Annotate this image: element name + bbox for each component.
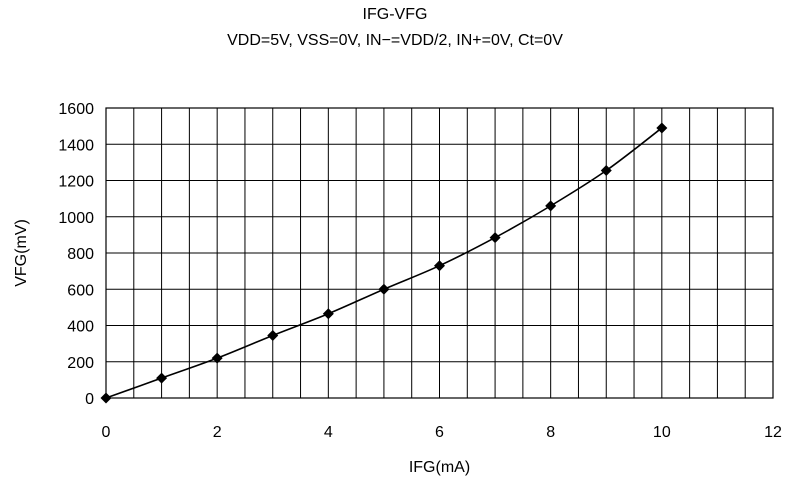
data-point-marker xyxy=(434,260,445,272)
data-point-marker xyxy=(100,392,112,404)
x-tick-label: 2 xyxy=(213,424,222,441)
data-point-marker xyxy=(322,308,334,320)
y-tick-label: 0 xyxy=(85,391,94,408)
x-tick-label: 4 xyxy=(324,424,333,441)
x-axis-tick-labels: 0 2 4 6 8 10 12 xyxy=(102,424,782,441)
y-tick-label: 400 xyxy=(67,319,94,336)
data-point-marker xyxy=(156,372,168,384)
x-tick-label: 8 xyxy=(546,424,555,441)
data-point-marker xyxy=(600,165,612,177)
plot-frame xyxy=(105,107,774,399)
y-tick-label: 1600 xyxy=(58,101,94,118)
y-tick-label: 1400 xyxy=(58,137,94,154)
data-point-marker xyxy=(489,232,501,244)
y-axis-label: VFG(mV) xyxy=(13,219,30,287)
chart-title: IFG-VFG xyxy=(362,6,428,23)
series-markers xyxy=(100,122,668,404)
x-tick-label: 6 xyxy=(435,424,444,441)
data-point-marker xyxy=(211,352,223,364)
y-tick-label: 1000 xyxy=(58,210,94,227)
y-axis-tick-labels: 0 200 400 600 800 1000 1200 1400 1600 xyxy=(58,101,94,408)
x-tick-label: 12 xyxy=(764,424,782,441)
y-tick-label: 800 xyxy=(67,246,94,263)
grid-lines xyxy=(106,108,773,398)
chart-subtitle: VDD=5V, VSS=0V, IN−=VDD/2, IN+=0V, Ct=0V xyxy=(227,32,563,49)
data-point-marker xyxy=(378,283,390,295)
x-tick-label: 10 xyxy=(653,424,671,441)
y-tick-label: 600 xyxy=(67,282,94,299)
y-tick-label: 200 xyxy=(67,355,94,372)
data-point-marker xyxy=(656,122,668,134)
y-tick-label: 1200 xyxy=(58,174,94,191)
x-tick-label: 0 xyxy=(102,424,111,441)
x-axis-label: IFG(mA) xyxy=(409,459,470,476)
data-point-marker xyxy=(545,200,557,212)
data-point-marker xyxy=(267,329,279,341)
